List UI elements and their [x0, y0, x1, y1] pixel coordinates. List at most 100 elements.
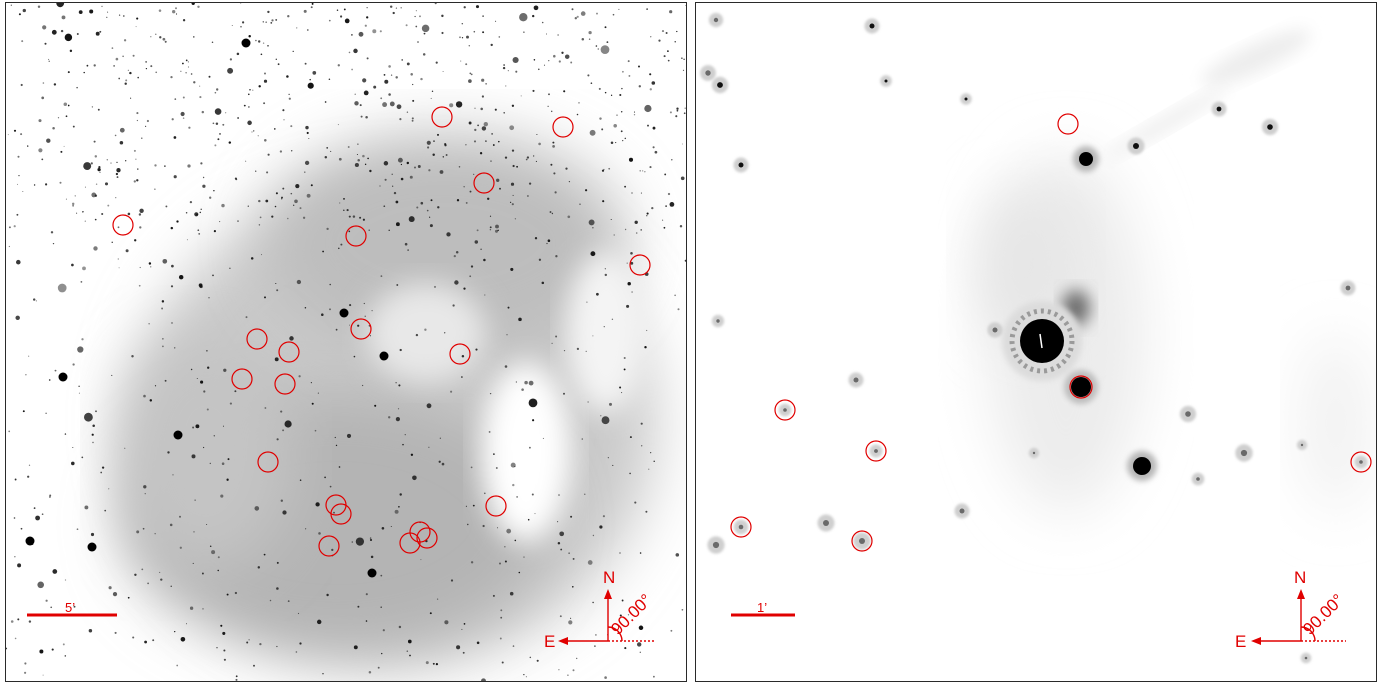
star — [426, 209, 429, 212]
star — [502, 66, 506, 70]
source-marker[interactable] — [485, 495, 507, 517]
star — [432, 662, 435, 665]
star — [329, 283, 331, 286]
star — [164, 40, 167, 43]
star — [145, 67, 148, 70]
star — [738, 162, 744, 168]
star — [138, 213, 142, 216]
star — [374, 404, 377, 407]
source-marker[interactable] — [629, 254, 651, 276]
source-marker[interactable] — [865, 440, 887, 462]
star — [277, 63, 280, 66]
star — [392, 11, 395, 15]
star — [186, 239, 188, 241]
source-marker[interactable] — [274, 373, 296, 395]
source-marker[interactable] — [257, 451, 279, 473]
star — [185, 59, 188, 62]
star — [450, 390, 453, 393]
star — [1032, 451, 1036, 455]
star — [360, 115, 363, 118]
source-marker[interactable] — [330, 503, 352, 525]
star — [113, 65, 115, 67]
star — [484, 492, 486, 495]
source-marker[interactable] — [431, 106, 453, 128]
star — [590, 82, 593, 85]
scale-bar-label: 5’ — [65, 600, 76, 615]
star — [115, 172, 119, 176]
star — [516, 496, 518, 498]
star — [534, 513, 536, 515]
star — [211, 550, 216, 555]
star — [18, 13, 21, 16]
star — [131, 355, 134, 358]
star — [290, 150, 293, 152]
star — [64, 433, 67, 435]
star — [634, 220, 638, 224]
source-marker[interactable] — [350, 318, 372, 340]
source-marker[interactable] — [112, 214, 134, 236]
star — [220, 494, 224, 498]
source-marker[interactable] — [449, 343, 471, 365]
star — [567, 674, 569, 677]
star — [322, 250, 324, 253]
star — [604, 91, 607, 94]
star — [42, 82, 45, 84]
star — [366, 57, 369, 60]
star — [317, 392, 319, 394]
star — [294, 199, 298, 204]
star — [14, 556, 16, 558]
star — [580, 11, 586, 16]
star — [159, 36, 162, 39]
star — [494, 108, 497, 111]
source-marker[interactable] — [246, 328, 268, 350]
star — [295, 651, 298, 653]
star — [613, 234, 615, 236]
star — [250, 257, 254, 260]
star — [282, 510, 287, 515]
star — [683, 112, 686, 115]
source-marker[interactable] — [318, 535, 340, 557]
star — [859, 538, 865, 544]
star — [154, 164, 157, 167]
source-marker[interactable] — [278, 341, 300, 363]
source-marker[interactable] — [345, 225, 367, 247]
star — [470, 265, 474, 268]
star — [170, 285, 174, 288]
star — [326, 147, 329, 149]
source-marker[interactable] — [774, 399, 796, 421]
star — [608, 167, 611, 170]
source-marker[interactable] — [1057, 113, 1079, 135]
source-marker[interactable] — [473, 172, 495, 194]
star — [48, 60, 50, 62]
star — [646, 212, 649, 215]
star — [369, 537, 372, 539]
star — [248, 93, 250, 96]
star — [520, 95, 522, 97]
source-marker[interactable] — [1350, 451, 1372, 473]
star — [669, 111, 672, 114]
star — [161, 307, 164, 310]
star — [170, 75, 173, 79]
star — [63, 145, 65, 147]
source-marker[interactable] — [552, 116, 574, 138]
star — [427, 146, 430, 149]
source-marker[interactable] — [416, 527, 438, 549]
star — [136, 530, 140, 534]
source-marker[interactable] — [1069, 375, 1093, 399]
star — [182, 62, 184, 65]
star — [255, 170, 257, 172]
star — [449, 103, 454, 108]
source-marker[interactable] — [851, 530, 873, 552]
star — [461, 354, 465, 358]
source-marker[interactable] — [399, 532, 421, 554]
source-marker[interactable] — [231, 368, 253, 390]
source-marker[interactable] — [730, 516, 752, 538]
star — [264, 139, 267, 142]
star — [82, 211, 84, 213]
star — [221, 203, 225, 208]
star — [127, 596, 130, 599]
star — [364, 163, 367, 166]
star — [118, 77, 121, 80]
star — [37, 5, 41, 9]
star — [348, 324, 351, 326]
